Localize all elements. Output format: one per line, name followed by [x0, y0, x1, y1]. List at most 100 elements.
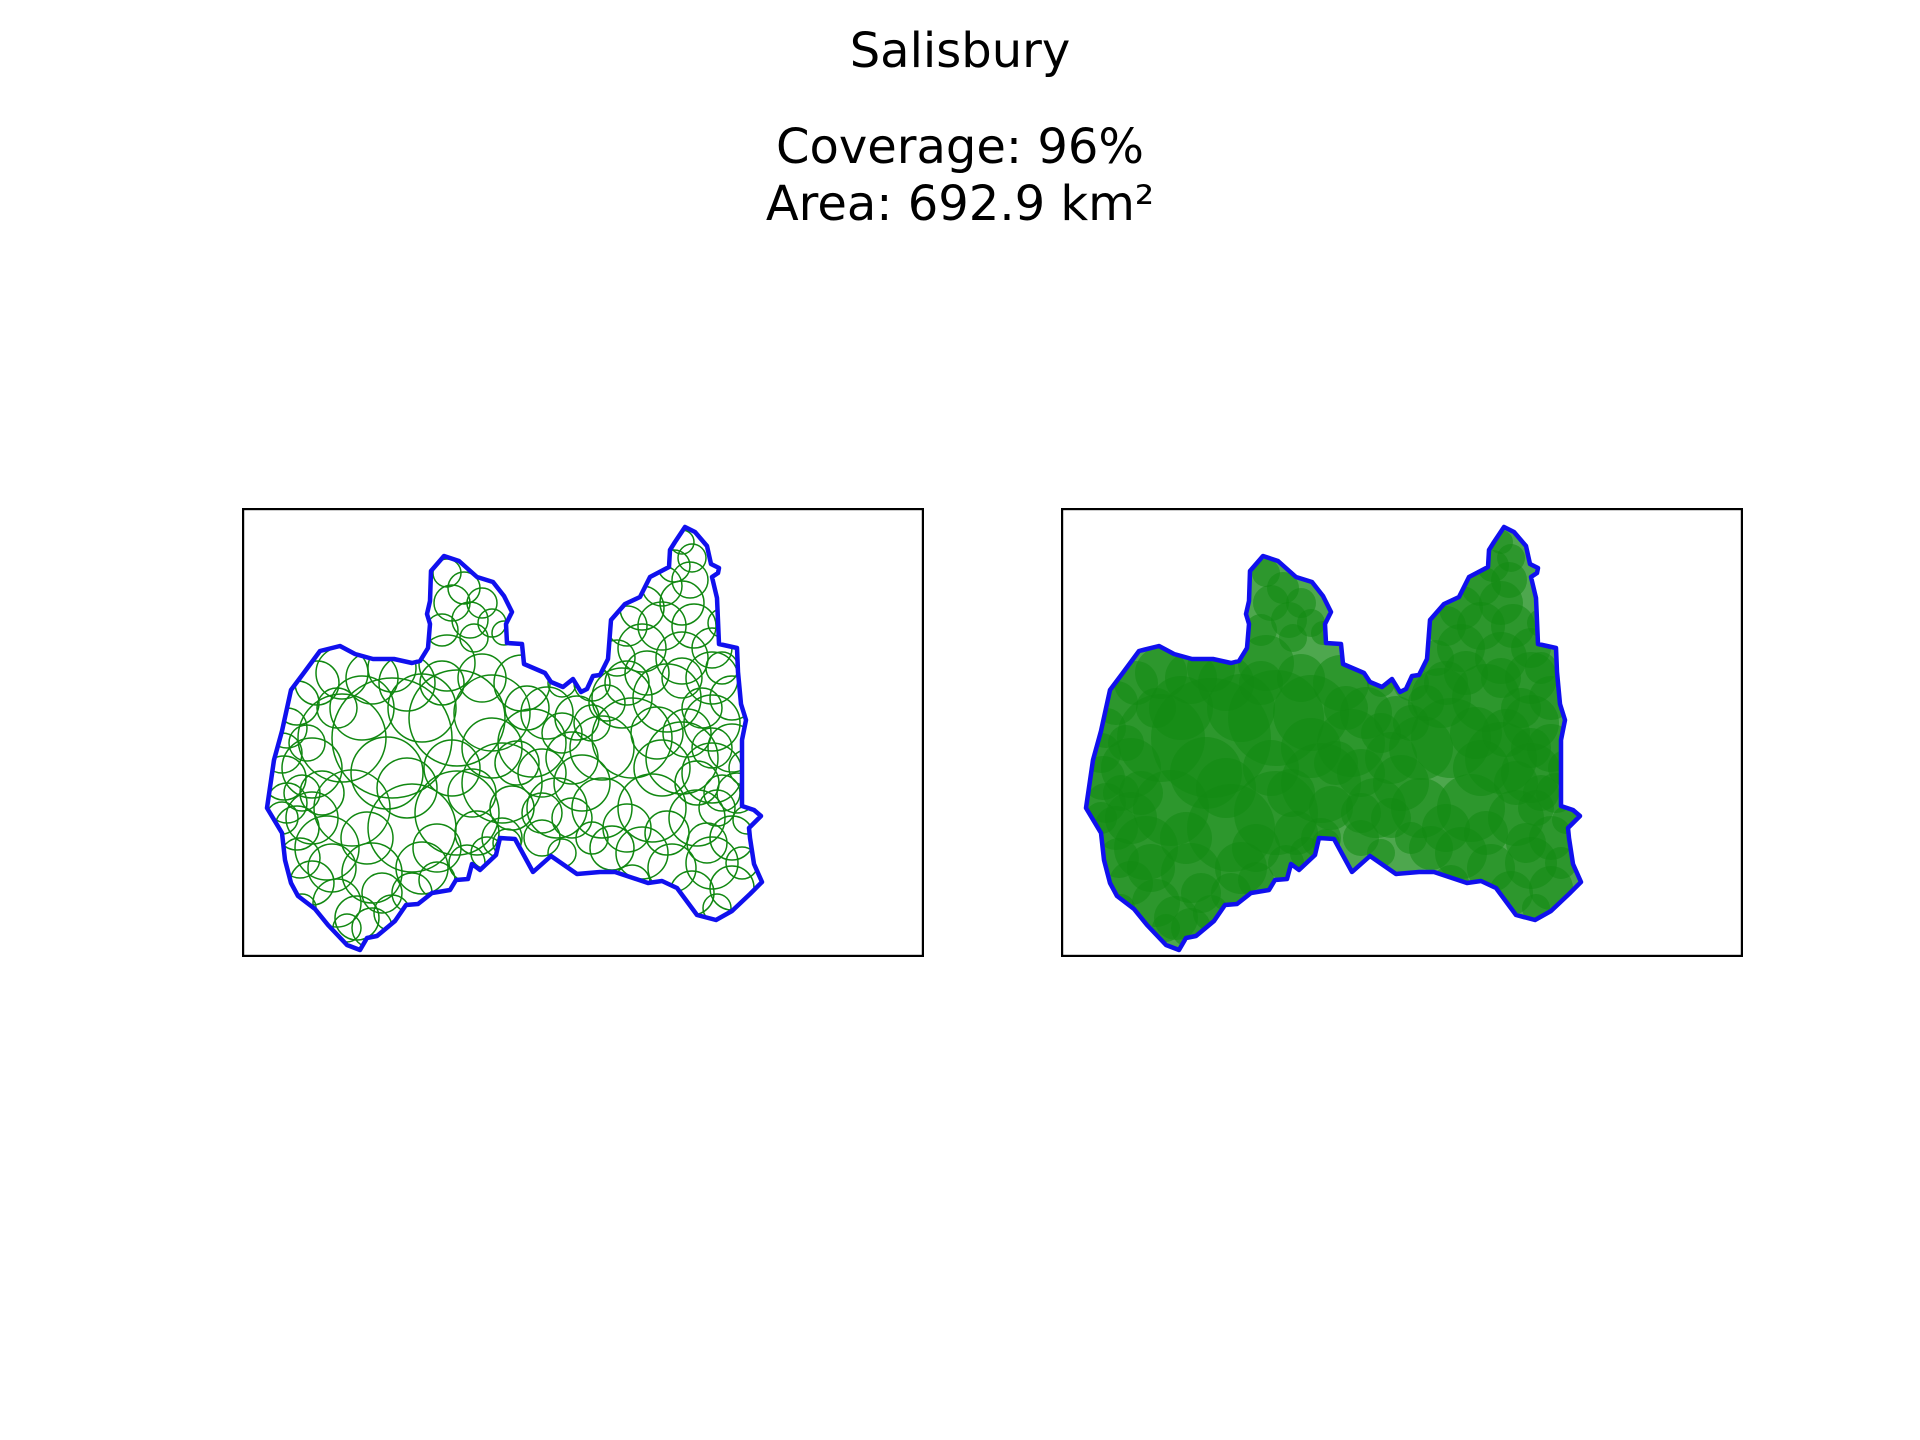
coverage-circle [1511, 728, 1551, 768]
coverage-circle [453, 674, 531, 752]
coverage-circle [461, 717, 523, 779]
circle-outline-map-panel [242, 508, 924, 957]
coverage-circle [1274, 811, 1318, 855]
coverage-circle [457, 653, 507, 703]
coverage-circle [602, 803, 652, 853]
coverage-circle [376, 757, 438, 819]
coverage-circle [1444, 651, 1488, 695]
coverage-circle [588, 684, 626, 722]
map-frame [1061, 508, 1743, 957]
coverage-circle [1127, 844, 1175, 892]
coverage-circle [297, 693, 387, 783]
figure-title: Salisbury [849, 23, 1071, 79]
coverage-circle [1523, 775, 1559, 811]
coverage-circle [1181, 873, 1221, 913]
coverage-circle [1267, 769, 1315, 817]
coverage-circle [1119, 771, 1163, 815]
coverage-circle [281, 737, 343, 799]
coverage-circle [624, 650, 670, 696]
coverage-circle [573, 704, 611, 742]
coverage-circle [671, 603, 717, 649]
coverage-circle [571, 777, 633, 839]
coverage-circle [334, 895, 380, 941]
coverage-circle [361, 872, 403, 914]
coverage-circle [633, 739, 691, 797]
coverage-circle [1187, 644, 1235, 692]
coverage-circle [504, 685, 550, 731]
region-boundary [264, 524, 765, 953]
coverage-circle [553, 754, 611, 812]
coverage-circle [395, 841, 449, 895]
circle-outline-map [242, 508, 924, 957]
coverage-circle [526, 777, 588, 839]
coverage-circle [329, 675, 395, 741]
coverage-circle [1422, 804, 1470, 852]
map-frame [242, 508, 924, 957]
region-boundary [1083, 524, 1584, 953]
coverage-circle [604, 660, 650, 706]
coverage-circle [367, 783, 457, 873]
coverage-circle [341, 842, 403, 904]
coverage-circle [615, 826, 669, 880]
coverage-circle [1239, 661, 1283, 705]
coverage-circle [707, 608, 737, 638]
coverage-circle [617, 623, 667, 673]
coverage-circle [671, 561, 709, 599]
coverage-circle [299, 770, 345, 816]
coverage-circle [655, 631, 709, 685]
coverage-circle [1232, 824, 1280, 872]
coverage-circle [520, 686, 574, 740]
area-label: Area: 692.9 km² [765, 176, 1155, 232]
coverage-circle [316, 687, 358, 729]
circle-fill-map-panel [1061, 508, 1743, 957]
coverage-circle [307, 843, 357, 893]
coverage-circle [1525, 652, 1557, 684]
coverage-label: Coverage: 96% [775, 119, 1145, 175]
coverage-circle [423, 739, 481, 797]
coverage-circle [1465, 887, 1497, 919]
coverage-circle [677, 543, 707, 573]
coverage-circle [1136, 688, 1176, 728]
coverage-circle [521, 792, 563, 834]
coverage-circle [657, 549, 691, 583]
coverage-circle [686, 822, 728, 864]
coverage-circle [1277, 654, 1325, 702]
coverage-circle [285, 791, 339, 845]
coverage-circle [274, 680, 320, 726]
coverage-circle [523, 819, 561, 857]
coverage-circle [545, 731, 599, 785]
coverage-circle [489, 785, 535, 831]
coverage-circle [1481, 658, 1521, 698]
coverage-circle [451, 601, 489, 639]
coverage-circle [1341, 793, 1381, 833]
coverage-circle [662, 708, 712, 758]
coverage-circle [331, 677, 453, 799]
coverage-circle [685, 836, 739, 890]
coverage-circle [461, 742, 543, 824]
coverage-circle [288, 724, 326, 762]
coverage-circle [569, 715, 635, 781]
coverage-circle [1506, 823, 1546, 863]
coverage-circle [691, 727, 733, 769]
coverage-circle [367, 643, 417, 693]
coverage-circle [668, 789, 726, 847]
coverage-circle [419, 660, 465, 706]
coverage-circle [408, 669, 506, 767]
coverage-circle [661, 657, 703, 699]
coverage-circle [340, 811, 394, 865]
coverage-circle [681, 687, 723, 729]
coverage-circle [551, 797, 593, 839]
coverage-circle [466, 587, 498, 619]
coverage-circle [683, 694, 741, 752]
coverage-circle [313, 769, 391, 847]
coverage-circle [1371, 798, 1411, 838]
coverage-circle [630, 706, 684, 760]
coverage-circle [283, 774, 321, 812]
coverage-circle [412, 823, 462, 873]
coverage-circle [617, 773, 687, 843]
coverage-circle [1527, 609, 1555, 637]
coverage-circle [659, 580, 705, 626]
coverage-circle [294, 815, 360, 881]
coverage-circle [350, 736, 424, 810]
coverage-circle [645, 886, 679, 920]
